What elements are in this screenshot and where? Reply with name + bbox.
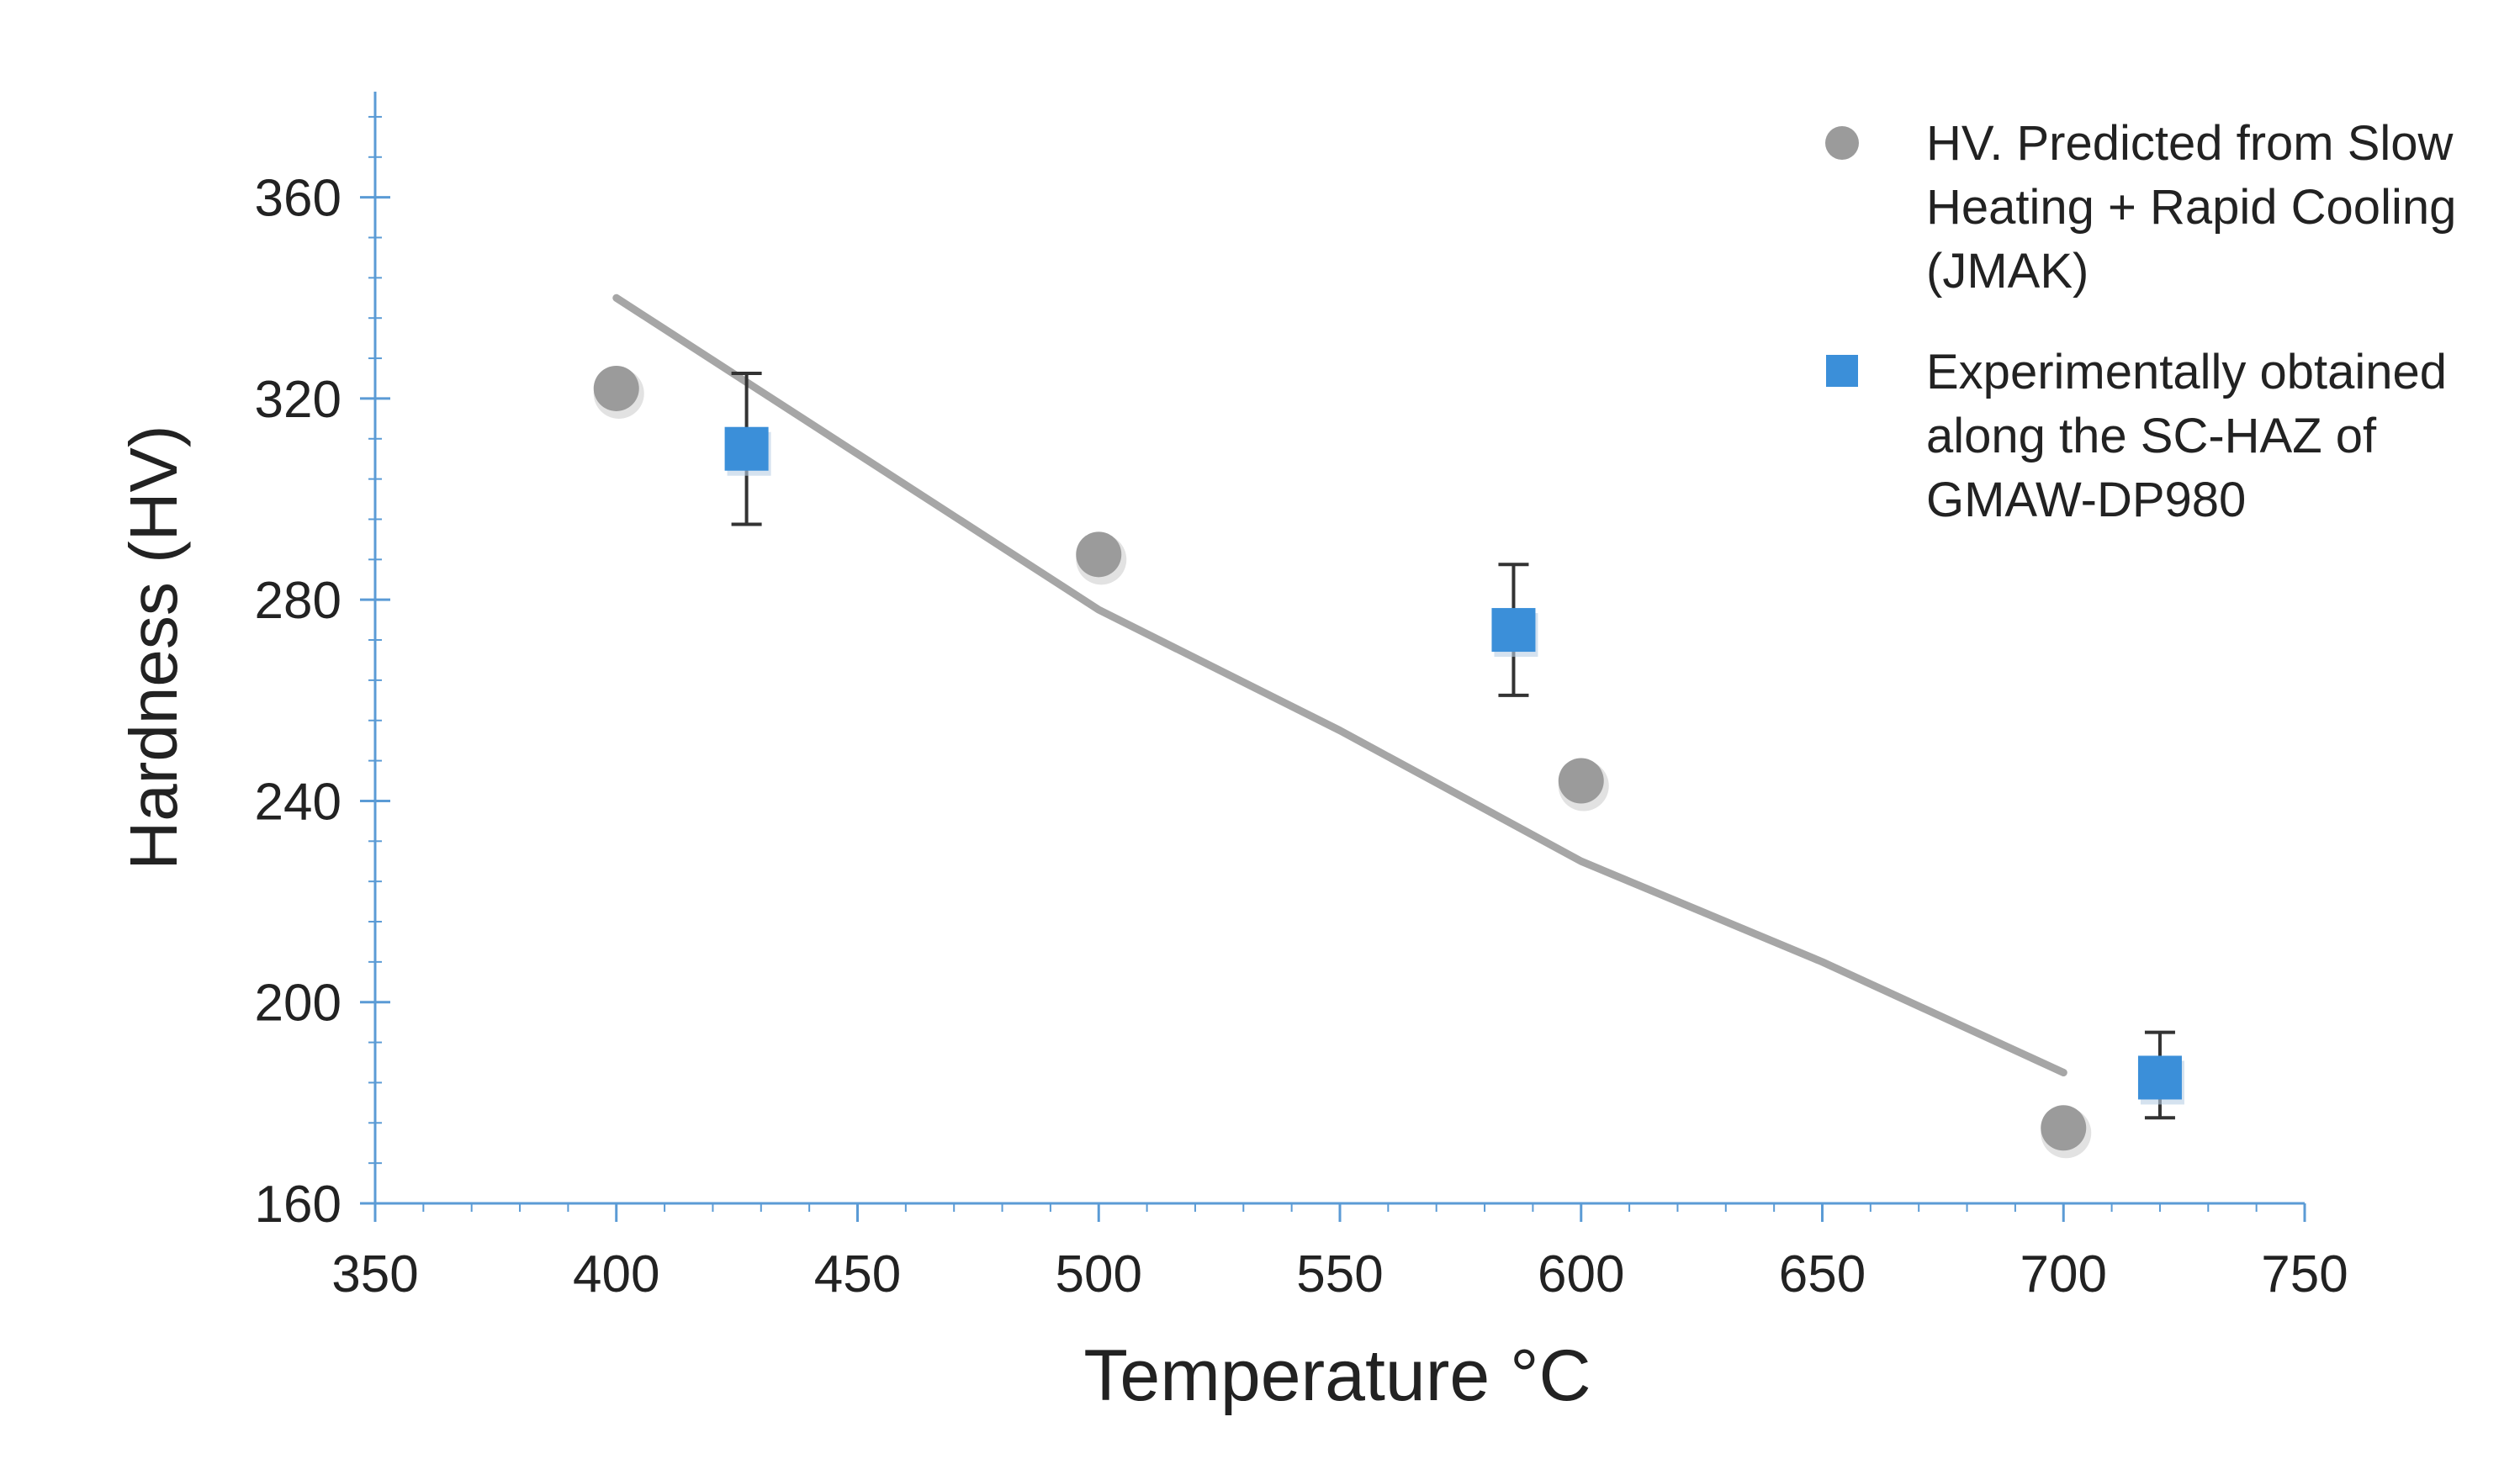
legend-label-experimental: Experimentally obtained [1926,345,2447,399]
y-tick-label: 160 [255,1176,341,1234]
legend-label-experimental: along the SC-HAZ of [1926,409,2377,463]
y-tick-label: 240 [255,773,341,831]
legend-label-predicted: Heating + Rapid Cooling [1926,180,2456,235]
experimental-point [724,426,769,471]
y-tick-label: 320 [255,371,341,429]
y-tick-label: 200 [255,975,341,1033]
experimental-point [2137,1055,2182,1100]
x-tick-label: 550 [1296,1245,1383,1303]
predicted-point [2041,1105,2087,1151]
x-tick-label: 750 [2261,1245,2348,1303]
trendline [612,293,2067,1076]
x-tick-label: 400 [573,1245,659,1303]
legend: HV. Predicted from Slow Heating + Rapid C… [1825,116,2456,527]
predicted-point [1558,758,1604,804]
axes: 160 200 240 280 320 360 350 400 450 500 550 600 650 7… [255,92,2348,1303]
x-tick-label: 700 [2020,1245,2107,1303]
x-tick-label: 450 [814,1245,901,1303]
x-tick-label: 600 [1538,1245,1624,1303]
x-tick-label: 350 [331,1245,418,1303]
trendline-layer [612,293,2067,1076]
experimental-point [1491,608,1536,653]
data-points-layer [593,365,2184,1159]
y-tick-label: 360 [255,170,341,228]
legend-marker-experimental [1826,355,1858,387]
x-tick-label: 500 [1056,1245,1142,1303]
legend-label-predicted: HV. Predicted from Slow [1926,116,2454,171]
y-axis-title: Hardness (HV) [116,425,191,870]
legend-label-predicted: (JMAK) [1926,244,2089,299]
predicted-point [1076,531,1122,578]
legend-marker-predicted [1825,126,1859,160]
legend-label-experimental: GMAW-DP980 [1926,473,2246,527]
x-axis-title: Temperature °C [1083,1335,1591,1416]
predicted-point [593,365,639,411]
x-tick-label: 650 [1779,1245,1866,1303]
y-tick-label: 280 [255,572,341,630]
